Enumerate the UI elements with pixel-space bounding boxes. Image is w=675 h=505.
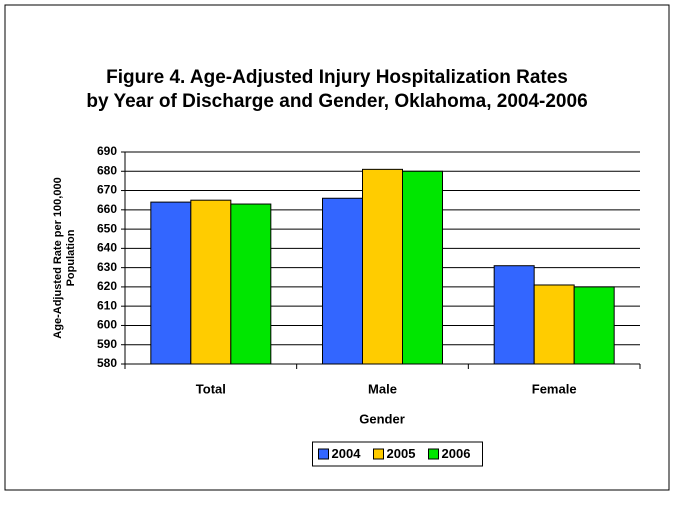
legend-box [312,441,483,467]
bar [362,168,403,365]
legend-swatch [318,448,329,460]
y-axis-label: Age-Adjusted Rate per 100,000 [52,177,64,338]
chart-title: by Year of Discharge and Gender, Oklahom… [86,91,587,112]
bar [493,265,535,365]
legend-swatch [428,448,439,460]
legend-label: 2005 [387,446,416,461]
y-tick-label: 600 [97,318,117,332]
bar [322,197,363,365]
y-tick-label: 640 [97,241,117,255]
bar [230,203,272,365]
y-tick-label: 590 [97,337,117,351]
legend-label: 2004 [332,446,362,461]
y-tick-label: 660 [97,202,117,216]
y-tick-label: 620 [97,279,117,293]
y-tick-label: 670 [97,183,117,197]
y-axis-label: Population [65,229,77,286]
bar [573,286,615,365]
x-tick-label: Male [368,381,397,396]
legend-swatch [373,448,384,460]
y-tick-label: 680 [97,163,117,177]
y-tick-label: 610 [97,298,117,312]
chart-title: Figure 4. Age-Adjusted Injury Hospitaliz… [106,67,568,88]
x-tick-label: Total [196,381,226,396]
x-axis-label: Gender [359,411,405,426]
y-tick-label: 650 [97,221,117,235]
bar [402,170,443,365]
bar [533,284,575,365]
y-tick-label: 690 [97,144,117,158]
bar [150,201,192,365]
y-tick-label: 630 [97,260,117,274]
x-tick-label: Female [532,381,577,396]
y-tick-label: 580 [97,356,117,370]
bar [190,199,232,365]
legend-label: 2006 [442,446,471,461]
